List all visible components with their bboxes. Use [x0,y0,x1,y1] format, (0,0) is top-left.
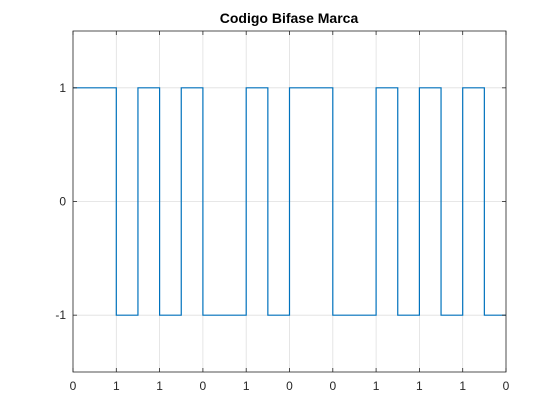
y-tick-label: 1 [59,81,66,95]
series-line [73,87,506,316]
x-tick-label: 1 [416,379,423,393]
x-tick-label: 1 [243,379,250,393]
ticks [72,31,507,372]
tick-labels: 0 1 1 0 1 0 0 1 1 1 0 -1 0 1 [55,81,509,393]
x-tick-label: 0 [329,379,336,393]
x-tick-label: 1 [156,379,163,393]
x-tick-label: 1 [459,379,466,393]
x-tick-label: 1 [373,379,380,393]
x-tick-label: 0 [503,379,510,393]
y-tick-label: 0 [59,195,66,209]
x-tick-label: 1 [113,379,120,393]
chart-title: Codigo Bifase Marca [220,10,359,26]
x-tick-label: 0 [286,379,293,393]
x-tick-label: 0 [70,379,77,393]
y-tick-label: -1 [55,308,66,322]
series-layer [73,87,506,316]
x-tick-label: 0 [200,379,207,393]
